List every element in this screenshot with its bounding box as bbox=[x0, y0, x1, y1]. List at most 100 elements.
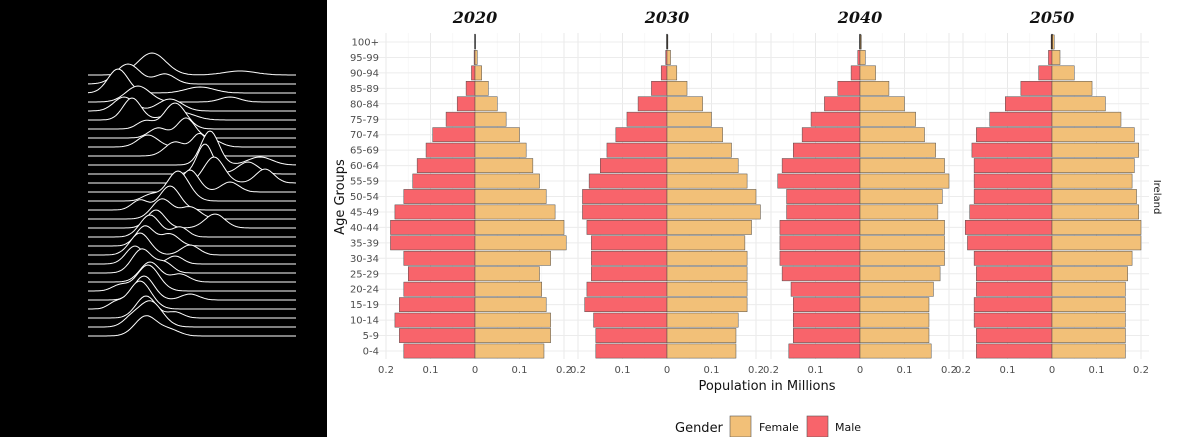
ridge-line bbox=[88, 85, 296, 103]
bar-male-10-14 bbox=[973, 312, 1053, 328]
bar-female-55-59 bbox=[474, 173, 540, 189]
y-axis-title: Age Groups bbox=[333, 159, 348, 235]
bar-female-10-14 bbox=[859, 312, 930, 328]
x-tick-label: 0 bbox=[472, 365, 478, 376]
bar-female-60-64 bbox=[666, 158, 739, 173]
bar-male-10-14 bbox=[394, 312, 476, 328]
bar-male-85-89 bbox=[1020, 80, 1053, 96]
bar-female-90-94 bbox=[1051, 65, 1075, 81]
bar-male-45-49 bbox=[582, 204, 668, 220]
bar-female-50-54 bbox=[1051, 189, 1137, 204]
bar-female-75-79 bbox=[474, 111, 507, 127]
bar-female-50-54 bbox=[859, 189, 943, 204]
bar-male-60-64 bbox=[973, 158, 1053, 173]
bar-male-95-99 bbox=[857, 50, 861, 65]
x-axis-title: Population in Millions bbox=[698, 379, 835, 394]
bar-female-85-89 bbox=[1051, 80, 1093, 96]
bar-female-5-9 bbox=[1051, 328, 1126, 343]
bar-male-20-24 bbox=[403, 281, 476, 297]
bar-male-10-14 bbox=[593, 312, 668, 328]
bar-male-40-44 bbox=[586, 220, 668, 235]
bar-male-5-9 bbox=[976, 328, 1053, 343]
bar-male-0-4 bbox=[595, 343, 668, 359]
bar-female-90-94 bbox=[859, 65, 876, 81]
y-tick-label-90-94: 90-94 bbox=[350, 68, 379, 79]
bar-female-40-44 bbox=[1051, 220, 1142, 235]
bar-female-55-59 bbox=[859, 173, 950, 189]
bar-male-80-84 bbox=[637, 96, 668, 112]
x-tick-label: 0.2 bbox=[748, 365, 764, 376]
bar-female-65-69 bbox=[474, 142, 527, 158]
bar-female-20-24 bbox=[474, 281, 542, 297]
bar-female-40-44 bbox=[474, 220, 565, 235]
bar-female-60-64 bbox=[1051, 158, 1135, 173]
bar-female-80-84 bbox=[859, 96, 905, 112]
bar-female-15-19 bbox=[474, 297, 547, 313]
bar-female-40-44 bbox=[666, 220, 752, 235]
x-tick-label: 0.2 bbox=[378, 365, 394, 376]
bar-female-30-34 bbox=[666, 250, 748, 266]
bar-female-50-54 bbox=[474, 189, 547, 204]
bar-female-60-64 bbox=[859, 158, 945, 173]
bar-female-70-74 bbox=[666, 127, 723, 143]
y-tick-label-80-84: 80-84 bbox=[350, 99, 379, 110]
y-tick-label-85-89: 85-89 bbox=[350, 84, 379, 95]
x-tick-label: 0.2 bbox=[763, 365, 779, 376]
y-tick-label-75-79: 75-79 bbox=[350, 115, 379, 126]
panel-2020: 2020 0.2 0.1 0 0.1 0.2 bbox=[378, 8, 572, 376]
bar-male-15-19 bbox=[584, 297, 668, 313]
bar-female-55-59 bbox=[666, 173, 748, 189]
bar-female-15-19 bbox=[666, 297, 748, 313]
bar-male-60-64 bbox=[600, 158, 668, 173]
bar-male-25-29 bbox=[591, 266, 668, 282]
bar-female-35-39 bbox=[666, 235, 746, 251]
bar-male-25-29 bbox=[781, 266, 861, 282]
y-tick-label-15-19: 15-19 bbox=[350, 300, 379, 311]
bar-female-80-84 bbox=[666, 96, 703, 112]
bar-male-50-54 bbox=[973, 189, 1053, 204]
y-tick-label-5-9: 5-9 bbox=[363, 331, 379, 342]
bar-male-80-84 bbox=[824, 96, 861, 112]
ridge-line bbox=[88, 130, 296, 166]
bar-female-0-4 bbox=[474, 343, 545, 359]
bar-female-35-39 bbox=[1051, 235, 1142, 251]
bar-female-85-89 bbox=[474, 80, 489, 96]
bar-male-15-19 bbox=[793, 297, 861, 313]
bar-female-95-99 bbox=[666, 50, 671, 65]
bar-female-10-14 bbox=[666, 312, 739, 328]
bar-male-40-44 bbox=[964, 220, 1053, 235]
x-tick-label: 0.2 bbox=[1133, 365, 1149, 376]
x-tick-label: 0.1 bbox=[1000, 365, 1016, 376]
bar-male-90-94 bbox=[850, 65, 861, 81]
bar-male-35-39 bbox=[779, 235, 861, 251]
bar-male-5-9 bbox=[399, 328, 476, 343]
bar-male-30-34 bbox=[403, 250, 476, 266]
bar-male-90-94 bbox=[471, 65, 476, 81]
y-tick-label-70-74: 70-74 bbox=[350, 130, 379, 141]
bar-male-55-59 bbox=[973, 173, 1053, 189]
bar-male-90-94 bbox=[1038, 65, 1053, 81]
bar-female-20-24 bbox=[859, 281, 934, 297]
bar-male-85-89 bbox=[837, 80, 861, 96]
bar-female-75-79 bbox=[859, 111, 916, 127]
bar-female-70-74 bbox=[1051, 127, 1135, 143]
bar-male-75-79 bbox=[989, 111, 1053, 127]
x-tick-label: 0.1 bbox=[512, 365, 528, 376]
bar-male-55-59 bbox=[588, 173, 668, 189]
chart-panels: 2020 0.2 0.1 0 0.1 0.2 2030 0.2 0.1 0 0.1 0.2 2040 0.… bbox=[350, 8, 1149, 376]
y-tick-label-20-24: 20-24 bbox=[350, 285, 379, 296]
bar-female-30-34 bbox=[859, 250, 945, 266]
bar-male-85-89 bbox=[465, 80, 476, 96]
bar-female-85-89 bbox=[666, 80, 688, 96]
bar-male-75-79 bbox=[445, 111, 476, 127]
bar-male-35-39 bbox=[967, 235, 1053, 251]
bar-female-20-24 bbox=[1051, 281, 1126, 297]
ridge-line bbox=[88, 209, 296, 229]
bar-female-45-49 bbox=[666, 204, 761, 220]
bar-female-80-84 bbox=[1051, 96, 1106, 112]
legend-swatch-male bbox=[806, 415, 829, 437]
ridge-line bbox=[88, 63, 296, 85]
bar-female-90-94 bbox=[474, 65, 482, 81]
x-tick-label: 0.1 bbox=[704, 365, 720, 376]
